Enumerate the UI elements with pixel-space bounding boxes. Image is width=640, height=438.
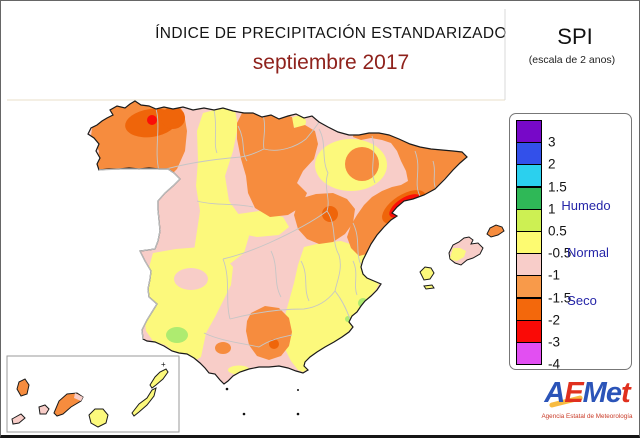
region-cantabria-burgos-orange — [237, 111, 318, 217]
island-la-gomera — [38, 404, 50, 415]
island-gran-canaria — [88, 408, 109, 428]
legend-scale-value: 0.5 — [548, 223, 567, 239]
legend-color-block — [516, 319, 542, 343]
legend-scale-value: -3 — [548, 334, 561, 350]
legend-normal-label: Normal — [567, 245, 609, 260]
sea-speck-1 — [297, 389, 299, 391]
island-el-hierro — [11, 413, 26, 425]
legend-color-block — [516, 208, 542, 232]
island-la-palma — [16, 378, 30, 397]
aemet-logo: AEMet Agencia Estatal de Meteorología — [537, 377, 637, 429]
balearic-islands — [419, 224, 505, 290]
legend-dry-label: Seco — [567, 293, 597, 308]
legend-color-block — [516, 120, 542, 143]
logo-letter: M — [582, 377, 607, 409]
region-galicia-dark-orange-2 — [161, 107, 185, 129]
legend-scale-value: -1 — [548, 267, 561, 283]
legend-color-block — [516, 164, 542, 188]
island-ibiza — [419, 266, 435, 281]
region-teruel-dark-dot — [322, 206, 338, 222]
region-rioja-inner-orange — [345, 147, 379, 181]
region-valladolid-yellow — [227, 211, 289, 237]
logo-letter: t — [620, 377, 631, 409]
province-borders — [155, 108, 438, 348]
sea-speck-3 — [242, 412, 246, 416]
spi-legend: 3 2 1.5 1 0.5 -0.5 -1 -1.5 -2 -3 -4 Humedo Normal … — [509, 113, 632, 372]
region-huelva-green — [166, 327, 188, 343]
logo-tagline: Agencia Estatal de Meteorología — [541, 413, 633, 420]
region-badajoz-pink — [174, 268, 208, 290]
legend-wet-label: Humedo — [561, 198, 611, 213]
legend-scale-value: -0.5 — [548, 245, 572, 261]
legend-color-block — [516, 275, 542, 299]
canary-inset: + — [6, 355, 180, 433]
sea-speck-2 — [296, 412, 300, 416]
legend-scale-value: -4 — [548, 356, 561, 372]
region-cantabria-coast-yellow — [290, 116, 306, 128]
spi-index-label: SPI — [557, 24, 593, 49]
logo-wordmark: AEMet — [537, 377, 637, 410]
canary-inset-frame — [6, 355, 180, 433]
portugal-border — [98, 168, 181, 340]
legend-scale-value: 1 — [548, 201, 556, 217]
island-mallorca-yellow-half — [450, 248, 466, 261]
legend-color-block — [516, 297, 542, 321]
region-malaga-dot-orange — [215, 342, 231, 354]
legend-scale-value: -1.5 — [548, 290, 572, 306]
spi-scale-note: (escala de 2 anos) — [528, 54, 616, 66]
legend-color-block — [516, 342, 542, 365]
logo-letter: E — [564, 377, 583, 409]
map-date-subtitle: septiembre 2017 — [252, 51, 410, 74]
island-menorca — [486, 224, 505, 238]
island-formentera — [423, 284, 435, 290]
gibraltar-mark — [225, 387, 229, 391]
legend-scale-value: 2 — [548, 156, 556, 172]
legend-scale-value: 1.5 — [548, 179, 567, 195]
region-galicia-red-dot — [147, 115, 157, 125]
island-lanzarote — [149, 368, 169, 389]
region-granada-dark-dot — [269, 339, 279, 349]
logo-letter: e — [605, 377, 622, 409]
legend-color-block — [516, 253, 542, 277]
island-tenerife-pink-tip — [74, 393, 83, 401]
logo-letter: A — [544, 377, 565, 409]
legend-scale-value: -2 — [548, 312, 561, 328]
legend-color-block — [516, 142, 542, 166]
grid-plus-mark: + — [161, 360, 166, 369]
legend-color-block — [516, 231, 542, 254]
region-southeast-yellow — [282, 241, 379, 372]
legend-scale-value: 3 — [548, 134, 556, 150]
island-fuerteventura — [131, 387, 157, 417]
page-title: ÍNDICE DE PRECIPITACIÓN ESTANDARIZADO — [155, 25, 507, 42]
legend-color-block — [516, 186, 542, 210]
